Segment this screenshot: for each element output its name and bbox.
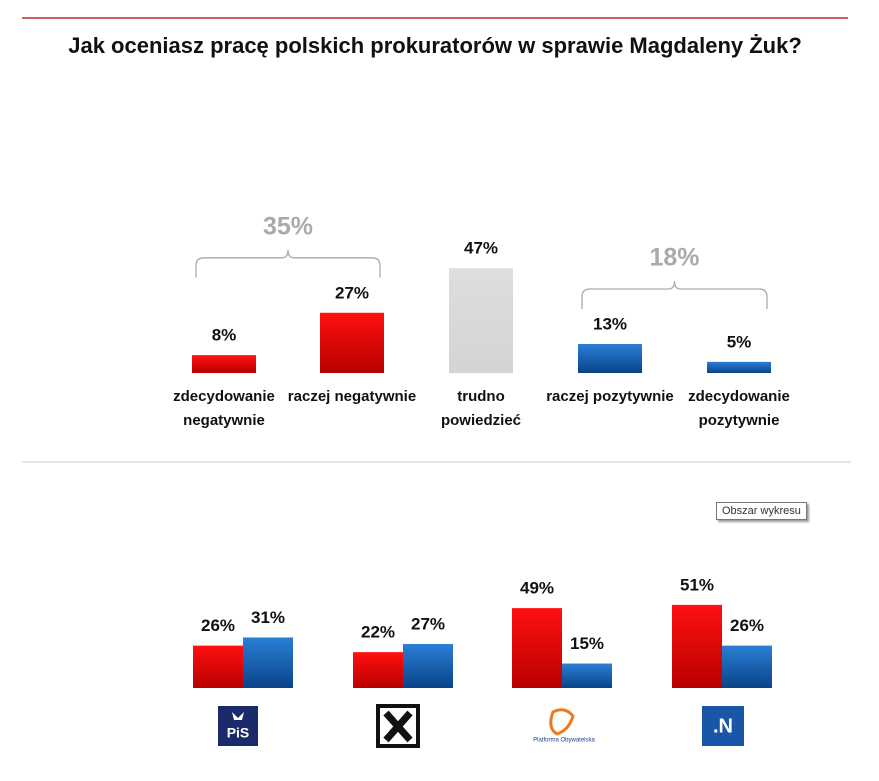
value-label: 47% (464, 239, 498, 258)
bracket-label: 35% (263, 212, 313, 240)
logo-pis: PiS (218, 706, 258, 746)
bar (707, 361, 771, 373)
bar (320, 312, 384, 373)
logo-n: .N (702, 706, 744, 746)
value-label: 5% (727, 332, 752, 351)
bar (562, 663, 612, 688)
value-label: 51% (680, 575, 714, 594)
bar (243, 637, 293, 688)
bar (353, 652, 403, 688)
category-label: zdecydowanie negatywnie (173, 388, 275, 429)
value-label: 27% (335, 283, 369, 302)
chart-title: Jak oceniasz pracę polskich prokuratorów… (68, 33, 802, 58)
tooltip: Obszar wykresu (716, 502, 807, 520)
bar (578, 344, 642, 373)
category-label: trudno powiedzieć (440, 388, 522, 429)
logo-text: .N (713, 715, 733, 737)
bar (672, 604, 722, 688)
value-label: 27% (411, 614, 445, 633)
bar (449, 268, 513, 373)
value-label: 8% (212, 326, 237, 345)
value-label: 22% (361, 623, 395, 642)
bracket-label: 18% (649, 244, 699, 272)
bar (192, 355, 256, 373)
bar (512, 608, 562, 688)
bracket (195, 249, 381, 278)
category-label: raczej negatywnie (287, 388, 417, 405)
value-label: 15% (570, 634, 604, 653)
category-label: zdecydowanie pozytywnie (688, 388, 790, 429)
logo-kukiz (376, 704, 420, 748)
value-label: 13% (593, 314, 627, 333)
bar (403, 643, 453, 688)
logo-po: Platforma Obywatelska (533, 708, 596, 744)
logo-text: PiS (227, 725, 250, 741)
category-label: raczej pozytywnie (546, 388, 674, 405)
logo-text: Platforma Obywatelska (533, 738, 595, 744)
value-label: 49% (520, 579, 554, 598)
bar (193, 645, 243, 688)
bracket (581, 280, 768, 310)
bar (722, 645, 772, 688)
value-label: 26% (201, 616, 235, 635)
value-label: 26% (730, 616, 764, 635)
value-label: 31% (251, 608, 285, 627)
